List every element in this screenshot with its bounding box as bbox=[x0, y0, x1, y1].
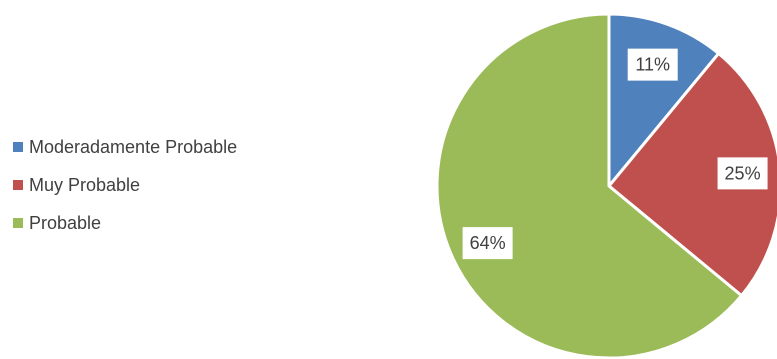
chart-legend: Moderadamente Probable Muy Probable Prob… bbox=[13, 134, 237, 248]
data-label-box-muy-probable bbox=[717, 157, 768, 190]
legend-item-probable: Probable bbox=[13, 210, 237, 236]
pie-slice-muy-probable bbox=[607, 51, 777, 298]
legend-item-moderadamente-probable: Moderadamente Probable bbox=[13, 134, 237, 160]
legend-item-muy-probable: Muy Probable bbox=[13, 172, 237, 198]
legend-label-probable: Probable bbox=[29, 213, 102, 233]
data-label-text-moderadamente-probable: 11% bbox=[635, 55, 670, 75]
data-label-moderadamente-probable: 11% bbox=[627, 48, 678, 81]
legend-swatch-probable bbox=[13, 218, 23, 228]
data-label-muy-probable: 25% bbox=[717, 157, 768, 190]
legend-label-moderadamente-probable: Moderadamente Probable bbox=[29, 137, 238, 157]
data-label-text-probable: 64% bbox=[470, 233, 506, 253]
data-label-box-moderadamente-probable bbox=[627, 48, 678, 81]
pie-slice-probable bbox=[435, 12, 744, 359]
legend-swatch-moderadamente-probable bbox=[13, 142, 23, 152]
legend-swatch-muy-probable bbox=[13, 180, 23, 190]
data-label-text-muy-probable: 25% bbox=[725, 163, 761, 183]
data-label-box-probable bbox=[462, 227, 513, 260]
data-label-probable: 64% bbox=[462, 227, 513, 260]
legend-label-muy-probable: Muy Probable bbox=[29, 175, 141, 195]
